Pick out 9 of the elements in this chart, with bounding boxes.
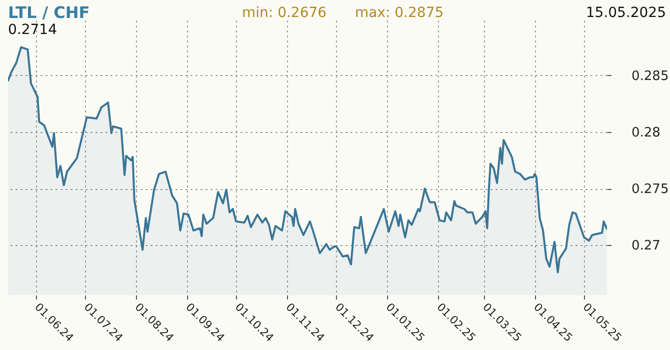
y-tick-label: 0.28 [632,126,660,141]
y-tick-label: 0.27 [632,238,660,254]
annotation: max: 0.2875 [355,5,444,21]
y-tick-label: 0.275 [632,182,669,198]
annotation: 15.05.2025 [586,5,666,21]
chart-title: LTL / CHF [8,3,90,22]
annotation: 0.2714 [8,22,57,38]
y-tick-label: 0.285 [632,68,669,84]
annotation: min: 0.2676 [242,5,327,21]
